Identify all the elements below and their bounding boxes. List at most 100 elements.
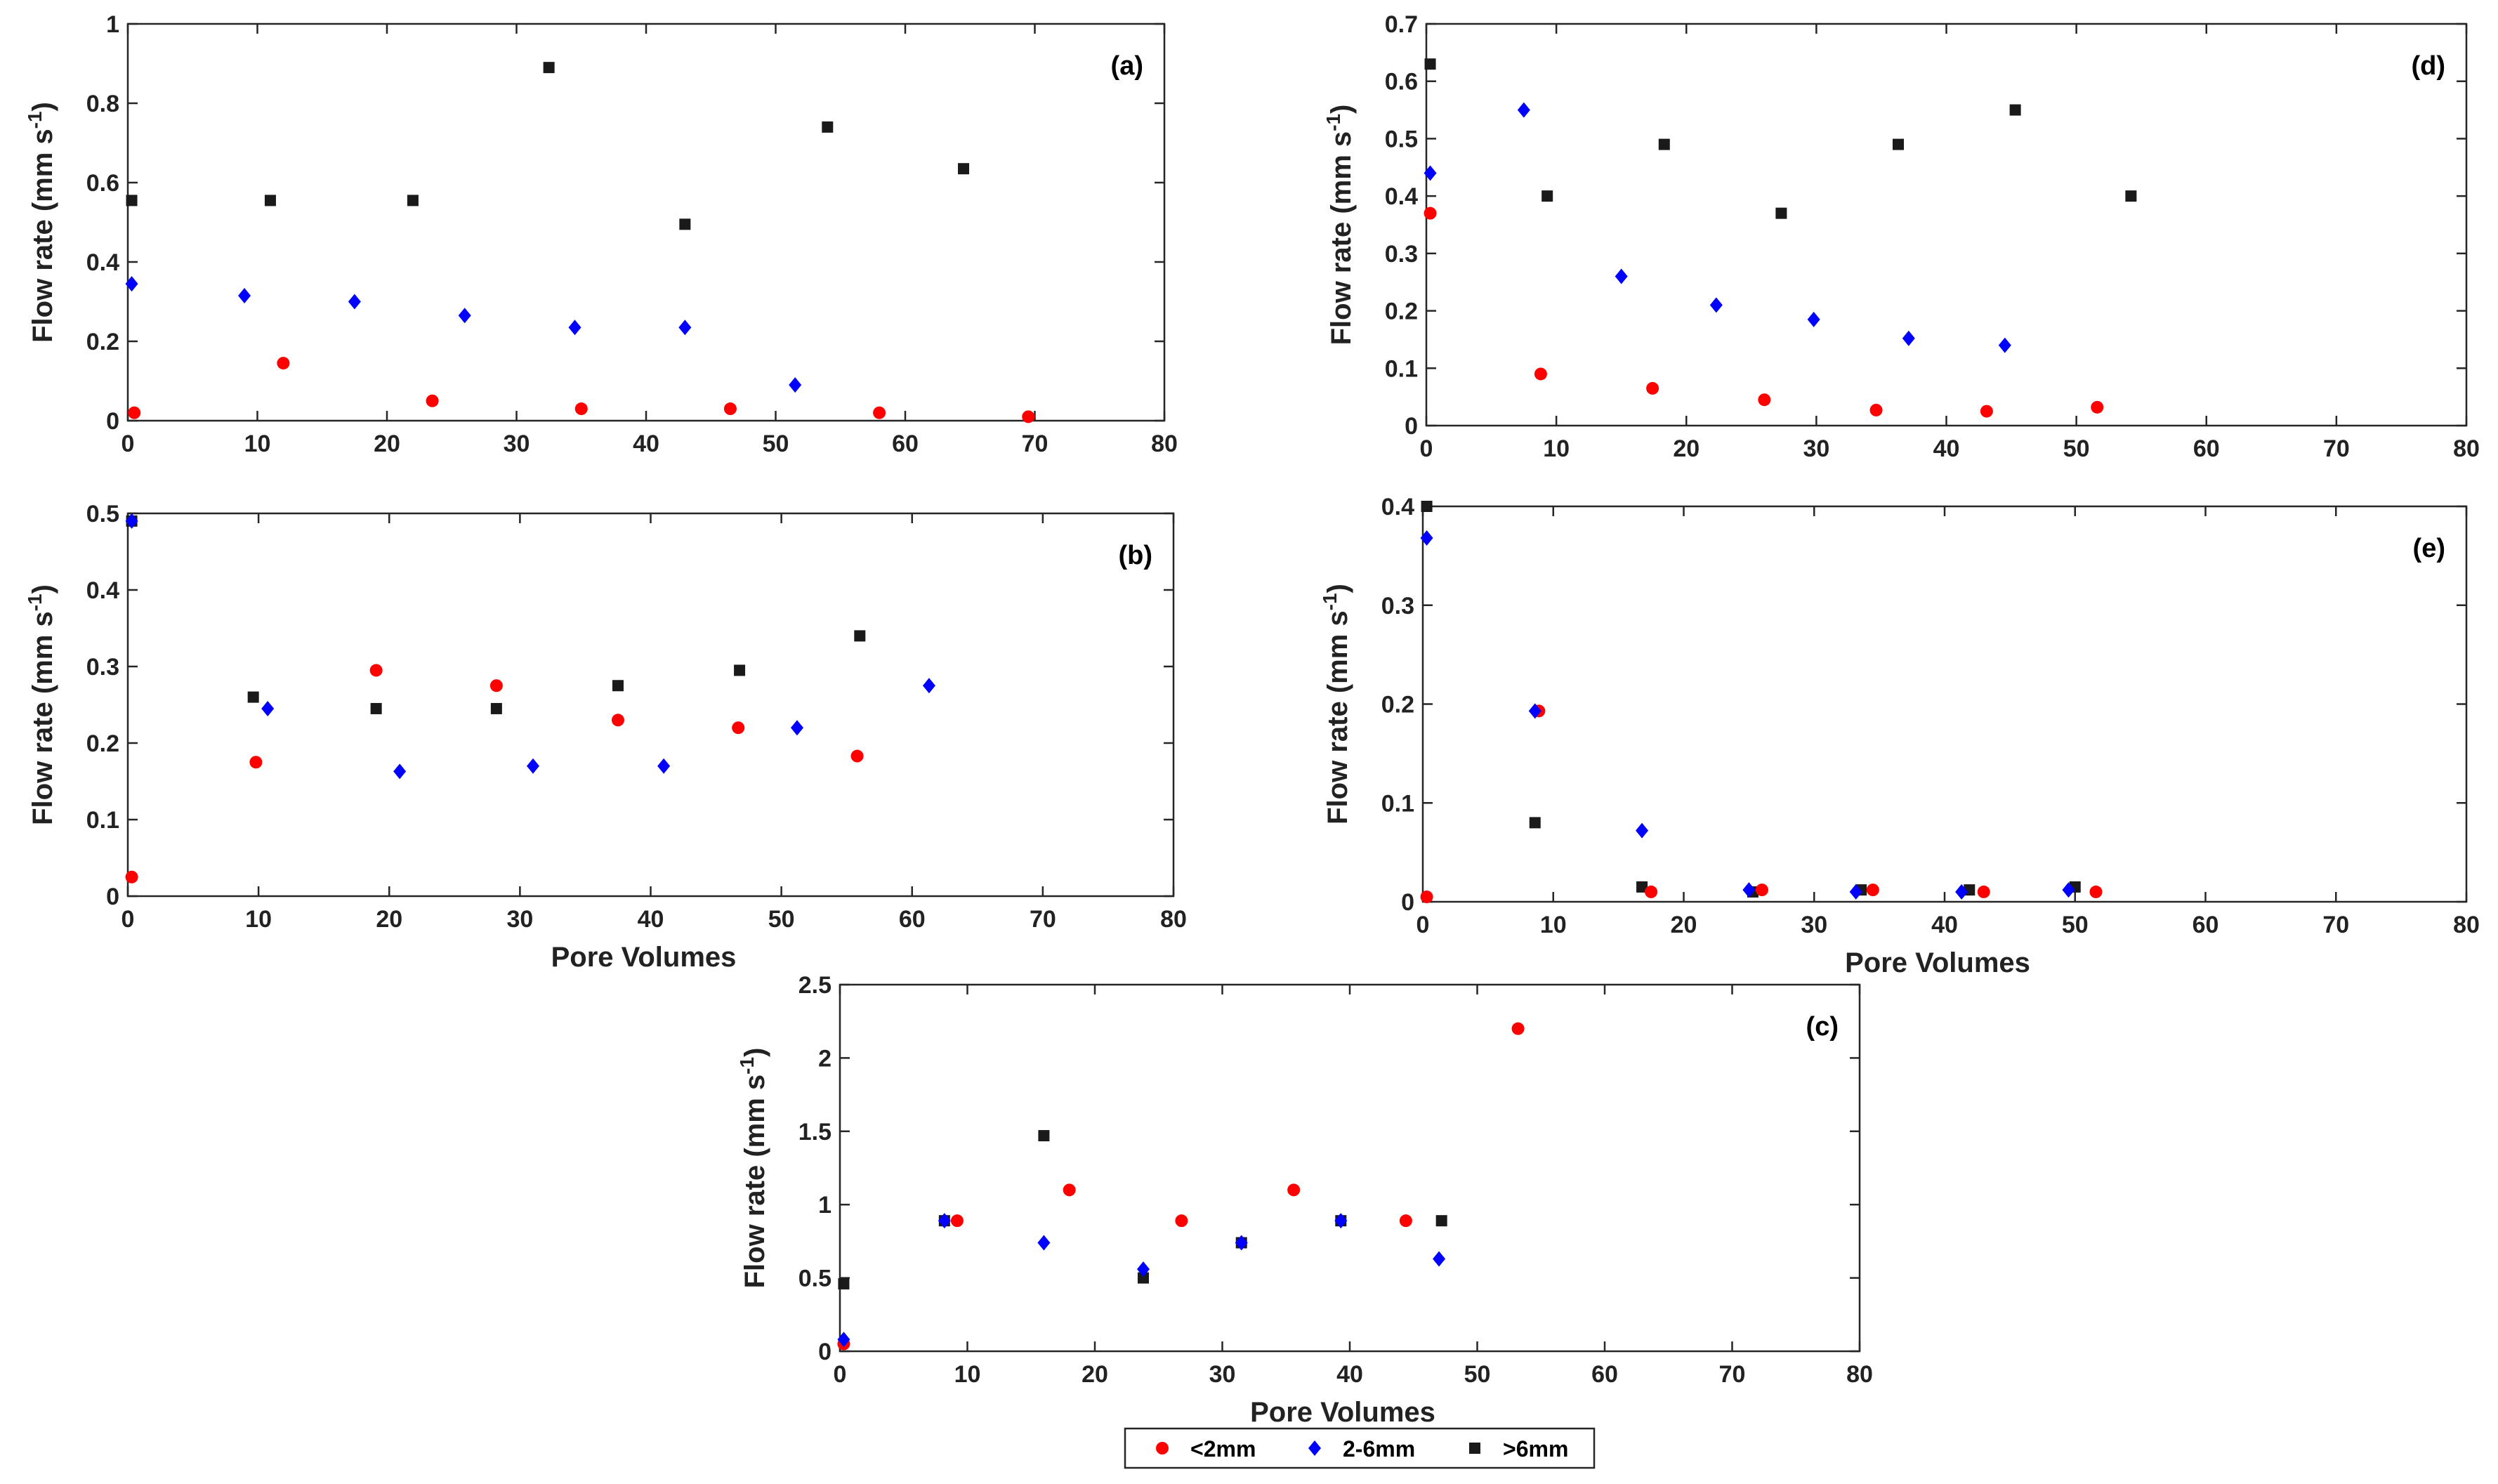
point-diamond-26mm (1334, 1213, 1348, 1229)
point-square-6mm (679, 218, 691, 230)
x-tick-label: 10 (244, 431, 271, 457)
y-tick-label: 0.5 (798, 1266, 831, 1292)
x-tick-label: 50 (768, 906, 795, 933)
y-axis-label: Flow rate (mm s-1) (24, 102, 59, 343)
point-square-6mm (612, 680, 624, 692)
point-square-6mm (1658, 138, 1670, 150)
x-axis-label: Pore Volumes (1250, 1397, 1435, 1428)
panel-letter: (b) (1118, 541, 1152, 570)
y-tick-label: 0 (106, 408, 119, 435)
y-tick-label: 0.6 (1385, 69, 1418, 96)
y-tick-label: 0.2 (1381, 692, 1414, 718)
legend-box (1124, 1427, 1596, 1469)
point-diamond-26mm (568, 320, 581, 336)
point-circle-2mm (1866, 884, 1879, 897)
point-diamond-26mm (1424, 165, 1437, 181)
point-square-6mm (543, 62, 555, 74)
y-axis-label: Flow rate (mm s-1) (736, 1048, 771, 1289)
point-square-6mm (264, 195, 276, 206)
y-tick-label: 1.5 (798, 1119, 831, 1145)
point-circle-2mm (873, 406, 886, 419)
panel-c: 0 10 20 30 40 50 60 70 80 0 0.5 1 1.5 2 2.5 Flow rate (… (736, 972, 1873, 1428)
y-tick-label: 0.5 (1385, 126, 1418, 152)
panel-letter: (a) (1111, 51, 1143, 81)
point-diamond-26mm (1807, 311, 1820, 327)
y-tick-label: 0.2 (86, 730, 119, 757)
y-tick-label: 0 (1401, 889, 1414, 916)
y-tick-label: 1 (818, 1192, 831, 1219)
legend-marker (1308, 1440, 1321, 1456)
point-diamond-26mm (393, 763, 407, 780)
point-square-6mm (126, 195, 138, 206)
point-diamond-26mm (2062, 882, 2075, 898)
point-square-6mm (247, 691, 259, 703)
point-diamond-26mm (1742, 882, 1756, 898)
point-diamond-26mm (458, 308, 471, 324)
y-tick-label: 0.3 (86, 654, 119, 681)
x-tick-label: 0 (121, 906, 135, 933)
axes-box (126, 512, 1175, 898)
x-tick-label: 60 (2193, 435, 2220, 462)
point-square-6mm (1636, 881, 1648, 893)
point-diamond-26mm (261, 700, 275, 716)
panel-letter: (e) (2413, 534, 2445, 563)
point-diamond-26mm (125, 513, 138, 529)
legend-entry-label: >6mm (1503, 1436, 1568, 1462)
x-tick-label: 30 (1803, 435, 1829, 462)
point-circle-2mm (489, 679, 503, 692)
point-square-6mm (370, 702, 382, 714)
y-tick-label: 0.7 (1385, 11, 1418, 38)
y-tick-label: 0.3 (1381, 593, 1414, 619)
point-diamond-26mm (657, 758, 671, 774)
point-diamond-26mm (1037, 1235, 1051, 1251)
x-tick-label: 70 (1719, 1361, 1746, 1388)
point-diamond-26mm (1433, 1251, 1446, 1267)
y-tick-label: 0.1 (1385, 355, 1418, 382)
legend-entry-label: <2mm (1190, 1436, 1256, 1462)
point-square-6mm (822, 121, 834, 133)
point-diamond-26mm (1709, 297, 1723, 313)
y-tick-label: 0.2 (1385, 298, 1418, 325)
point-circle-2mm (1977, 885, 1990, 898)
x-tick-label: 0 (121, 431, 135, 457)
point-diamond-26mm (1902, 330, 1915, 346)
point-circle-2mm (369, 664, 383, 677)
point-circle-2mm (1980, 405, 1993, 418)
point-square-6mm (490, 702, 502, 714)
x-tick-label: 80 (2453, 912, 2480, 938)
y-tick-label: 0 (818, 1339, 831, 1365)
point-circle-2mm (1534, 367, 1547, 381)
y-tick-label: 0.4 (1381, 494, 1414, 520)
point-square-6mm (1541, 190, 1553, 202)
x-tick-label: 70 (1022, 431, 1048, 457)
point-square-6mm (734, 664, 746, 676)
x-tick-label: 70 (2323, 435, 2350, 462)
x-tick-label: 20 (1671, 912, 1697, 938)
x-tick-label: 0 (1420, 435, 1433, 462)
point-square-6mm (1775, 207, 1787, 219)
point-diamond-26mm (678, 320, 692, 336)
point-diamond-26mm (789, 377, 802, 393)
point-square-6mm (1424, 58, 1436, 70)
y-axis-label: Flow rate (mm s-1) (24, 584, 59, 825)
x-tick-label: 30 (506, 906, 533, 933)
x-tick-label: 10 (245, 906, 272, 933)
point-diamond-26mm (1998, 337, 2011, 353)
point-diamond-26mm (125, 276, 138, 292)
point-diamond-26mm (1235, 1235, 1248, 1251)
point-diamond-26mm (938, 1213, 951, 1229)
y-tick-label: 2.5 (798, 972, 831, 999)
y-tick-label: 0.2 (86, 329, 119, 355)
point-circle-2mm (1511, 1022, 1525, 1035)
point-square-6mm (838, 1278, 850, 1289)
x-axis-label: Pore Volumes (1845, 947, 2030, 978)
y-tick-label: 0.6 (86, 170, 119, 197)
panel-d: 0 10 20 30 40 50 60 70 80 0 0.1 0.2 0.3 0.4 0.5 0.6 0.7 F… (1322, 11, 2480, 462)
point-circle-2mm (1646, 381, 1659, 395)
point-circle-2mm (850, 749, 864, 763)
point-circle-2mm (1645, 885, 1658, 898)
y-tick-label: 0.5 (86, 501, 119, 527)
point-circle-2mm (1420, 890, 1433, 903)
point-square-6mm (1435, 1215, 1447, 1227)
point-circle-2mm (125, 870, 138, 884)
